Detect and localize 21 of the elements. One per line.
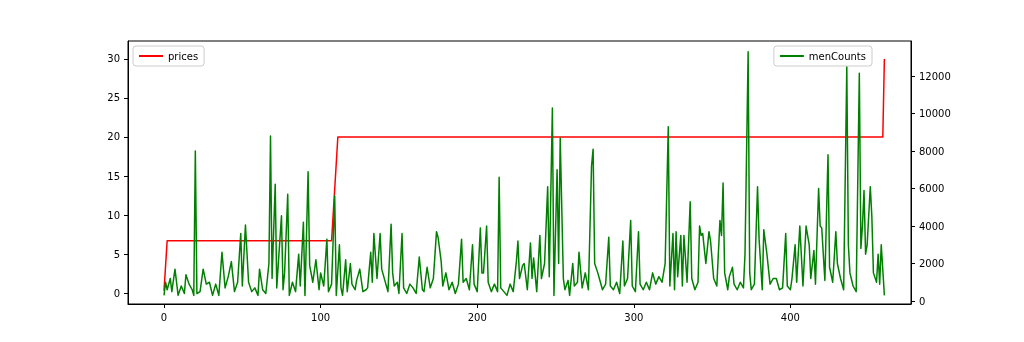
legend-label: menCounts bbox=[808, 50, 866, 62]
legend-label: prices bbox=[168, 50, 199, 62]
y2-tick-label: 12000 bbox=[919, 70, 951, 82]
y2-tick-label: 4000 bbox=[919, 220, 945, 232]
x-tick-label: 100 bbox=[311, 311, 331, 323]
y-tick-label: 20 bbox=[107, 131, 120, 143]
y2-tick-label: 2000 bbox=[919, 258, 945, 270]
y-tick-label: 30 bbox=[107, 53, 120, 65]
x-tick-label: 400 bbox=[780, 311, 800, 323]
y2-tick-label: 8000 bbox=[919, 145, 945, 157]
y2-tick-label: 10000 bbox=[919, 108, 951, 120]
y-tick-label: 10 bbox=[107, 209, 120, 221]
y2-tick-label: 0 bbox=[919, 295, 926, 307]
x-tick-label: 300 bbox=[624, 311, 644, 323]
x-tick-label: 200 bbox=[467, 311, 487, 323]
y-tick-label: 5 bbox=[113, 248, 120, 260]
y-tick-label: 0 bbox=[113, 287, 120, 299]
y2-tick-label: 6000 bbox=[919, 183, 945, 195]
x-tick-label: 0 bbox=[160, 311, 168, 323]
y-tick-label: 15 bbox=[107, 170, 120, 182]
y-tick-label: 25 bbox=[107, 92, 120, 104]
